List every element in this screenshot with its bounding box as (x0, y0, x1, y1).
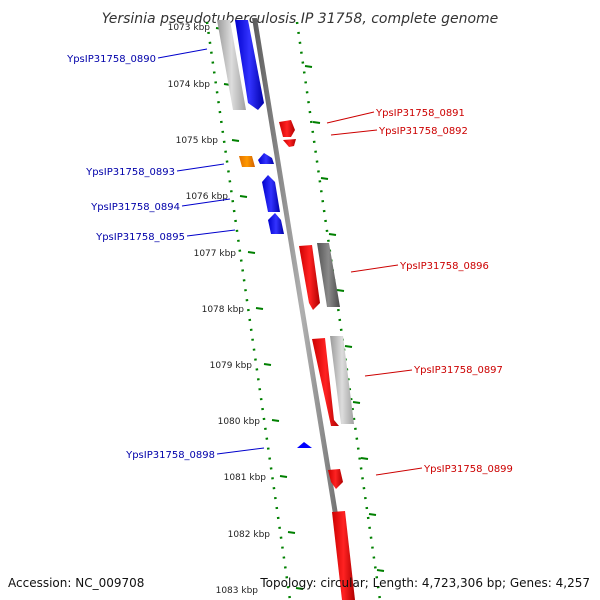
tick-label: 1080 kbp (218, 417, 261, 427)
tick-label: 1078 kbp (202, 305, 245, 315)
forward-leader-lines (326, 111, 423, 476)
gene-0894[interactable] (262, 175, 280, 212)
tick-label: 1083 kbp (216, 586, 259, 596)
gene-0896[interactable] (299, 245, 320, 310)
gene-label-0890[interactable]: YpsIP31758_0890 (66, 54, 156, 65)
tick-label: 1077 kbp (194, 249, 237, 259)
accession-text: Accession: NC_009708 (8, 576, 144, 590)
gene-label-0895[interactable]: YpsIP31758_0895 (95, 232, 185, 243)
gene-0892[interactable] (283, 139, 296, 147)
left-track-border (205, 21, 292, 600)
gene-0893b[interactable] (258, 153, 274, 164)
topology-text: Topology: circular; Length: 4,723,306 bp… (259, 576, 590, 590)
gene-label-0899[interactable]: YpsIP31758_0899 (423, 464, 513, 475)
gene-label-0894[interactable]: YpsIP31758_0894 (90, 202, 180, 213)
gene-label-0893[interactable]: YpsIP31758_0893 (85, 167, 175, 178)
tick-label: 1081 kbp (224, 473, 267, 483)
gene-0890[interactable] (235, 20, 264, 110)
gene-label-0896[interactable]: YpsIP31758_0896 (399, 261, 489, 272)
tick-marks (215, 27, 385, 590)
tick-label: 1079 kbp (210, 361, 253, 371)
gene-label-0892[interactable]: YpsIP31758_0892 (378, 126, 468, 137)
right-track-border (295, 21, 382, 600)
gene-0898[interactable] (297, 442, 312, 448)
map-title: Yersinia pseudotuberculosis IP 31758, co… (102, 11, 499, 27)
gene-label-0891[interactable]: YpsIP31758_0891 (375, 108, 465, 119)
gene-0893[interactable] (239, 156, 255, 167)
gene-0895[interactable] (268, 213, 284, 234)
gene-0891[interactable] (279, 120, 295, 137)
tick-label: 1082 kbp (228, 530, 271, 540)
gene-0890-shadow (217, 20, 246, 110)
tick-label: 1074 kbp (168, 80, 211, 90)
gene-label-0897[interactable]: YpsIP31758_0897 (413, 365, 503, 376)
reverse-leader-lines (157, 48, 265, 455)
gene-0896-shadow (317, 243, 340, 307)
tick-label: 1076 kbp (186, 192, 229, 202)
gene-0897-shadow (330, 336, 354, 424)
gene-0897[interactable] (312, 338, 339, 426)
gene-0900[interactable] (332, 511, 355, 600)
tick-label: 1073 kbp (168, 23, 211, 33)
gene-0899[interactable] (328, 469, 343, 489)
gene-label-0898[interactable]: YpsIP31758_0898 (125, 450, 215, 461)
tick-label: 1075 kbp (176, 136, 219, 146)
genome-backbone (252, 18, 352, 600)
